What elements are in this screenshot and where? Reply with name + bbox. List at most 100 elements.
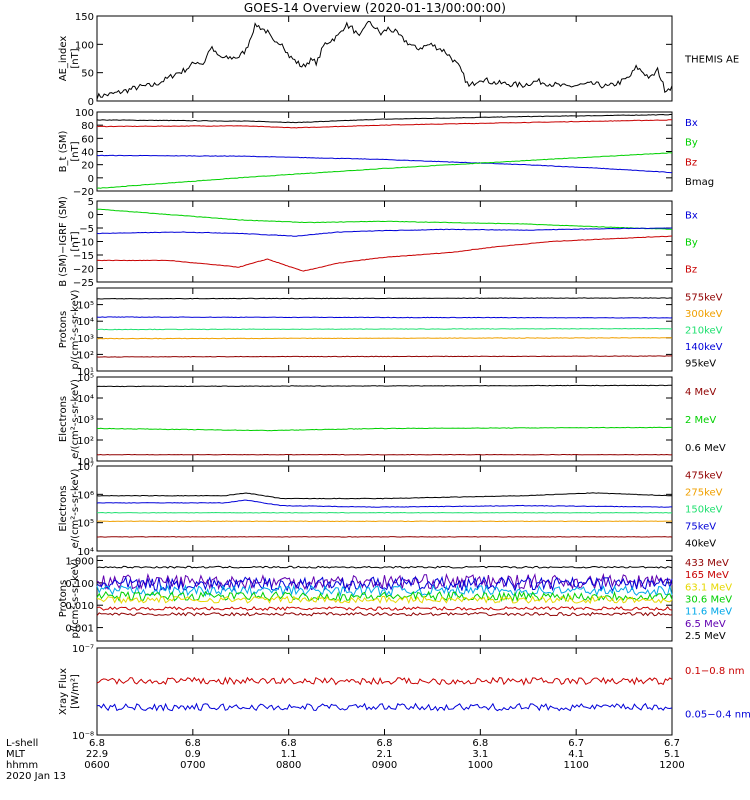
electrons-kev-series-line [96, 511, 673, 514]
protons-mev-legend-label: 2.5 MeV [685, 631, 726, 642]
mlt-tick-label: 4.1 [568, 749, 584, 760]
protons-mev-series-line [96, 611, 673, 617]
protons-mev-ytick-label: 1.000 [65, 556, 94, 567]
protons-mev-series-line [96, 590, 673, 603]
b-igrf-ytick-label: −15 [73, 251, 94, 262]
lshell-tick-label: 6.7 [568, 738, 584, 749]
protons-mev-series-line [96, 572, 673, 591]
electrons-kev-series-line [96, 492, 673, 500]
protons-mev-legend-label: 165 MeV [685, 570, 729, 581]
electrons-mev-series-line [96, 426, 672, 432]
protons-mev-legend-label: 433 MeV [685, 558, 729, 569]
electrons-kev-legend-label: 275keV [685, 488, 723, 499]
electrons-kev-frame [96, 465, 673, 552]
x-axis-row-label: MLT [6, 749, 26, 760]
b-igrf-ytick-label: −5 [79, 224, 94, 235]
hhmm-tick-label: 0900 [372, 760, 397, 771]
ae-series-line [96, 20, 673, 100]
b-sm-ylabel-units: [nT] [70, 141, 81, 161]
electrons-kev-legend-label: 150keV [685, 505, 723, 516]
b-sm-legend-label: Bmag [685, 177, 714, 188]
b-igrf-legend-label: Bz [685, 265, 697, 276]
b-sm-ytick-label: −20 [73, 187, 94, 198]
b-igrf-series-line [96, 227, 673, 237]
b-sm-ytick-label: 60 [81, 134, 94, 145]
ae-ytick-label: 150 [75, 12, 94, 23]
lshell-tick-label: 6.7 [664, 738, 680, 749]
electrons-mev-ylabel-units: e/(cm²-s-sr-keV) [70, 379, 81, 459]
b-sm-series-line [96, 152, 673, 189]
ae-frame [96, 15, 673, 102]
electrons-mev-series-line [96, 384, 672, 388]
electrons-kev-series-line [97, 536, 673, 538]
b-sm-ytick-label: 0 [88, 174, 94, 185]
lshell-tick-label: 6.8 [472, 738, 488, 749]
b-igrf-ylabel-units: [nT] [70, 231, 81, 251]
electrons-kev-ytick-label: 10⁶ [77, 490, 94, 501]
protons-mev-series-line [96, 583, 673, 598]
b-igrf-ytick-label: −10 [73, 238, 94, 249]
b-sm-ytick-label: 40 [81, 148, 94, 159]
protons-energetic-legend-label: 140keV [685, 342, 723, 353]
b-sm-legend-label: Bx [685, 118, 698, 129]
protons-energetic-series-line [97, 327, 672, 331]
x-axis-row-label: hhmm [6, 760, 38, 771]
protons-mev-ylabel: Protons [58, 580, 69, 617]
electrons-kev-legend-label: 75keV [685, 522, 716, 533]
electrons-mev-ylabel: Electrons [58, 396, 69, 442]
protons-energetic-ylabel-units: p/(cm²-s-sr-keV) [70, 289, 81, 369]
mlt-tick-label: 2.1 [377, 749, 393, 760]
b-sm-ytick-label: 100 [75, 108, 94, 119]
xray-ylabel: Xray Flux [58, 668, 69, 715]
xray-ylabel-units: [W/m²] [70, 674, 81, 709]
ae-ytick-label: 50 [81, 69, 94, 80]
b-sm-series-line [96, 154, 672, 174]
electrons-kev-ytick-label: 10⁵ [77, 519, 94, 530]
ae-ytick-label: 100 [75, 40, 94, 51]
b-igrf-series-line [96, 235, 673, 272]
protons-energetic-series-line [96, 316, 673, 319]
figure-title: GOES-14 Overview (2020-01-13/00:00:00) [243, 1, 507, 15]
protons-energetic-ytick-label: 10¹ [77, 367, 94, 378]
mlt-tick-label: 0.9 [185, 749, 201, 760]
protons-mev-legend-label: 30.6 MeV [685, 595, 732, 606]
b-igrf-ytick-label: 5 [88, 197, 94, 208]
electrons-kev-legend-label: 475keV [685, 471, 723, 482]
protons-energetic-ytick-label: 10⁵ [77, 301, 94, 312]
x-axis-row-label: 2020 Jan 13 [6, 771, 66, 782]
b-igrf-ylabel: B (SM)−IGRF (SM) [58, 196, 69, 287]
hhmm-tick-label: 1000 [468, 760, 493, 771]
protons-energetic-ytick-label: 10⁴ [77, 317, 94, 328]
protons-mev-series-line [96, 606, 673, 612]
xray-ytick-label: 10⁻⁷ [72, 644, 94, 655]
b-sm-legend-label: Bz [685, 157, 697, 168]
protons-energetic-legend-label: 210keV [685, 326, 723, 337]
protons-energetic-legend-label: 95keV [685, 359, 716, 370]
electrons-mev-series-line [96, 453, 673, 456]
hhmm-tick-label: 0700 [180, 760, 205, 771]
b-igrf-ytick-label: −25 [73, 278, 94, 289]
lshell-tick-label: 6.8 [185, 738, 201, 749]
hhmm-tick-label: 1200 [659, 760, 684, 771]
electrons-mev-ytick-label: 10⁴ [77, 394, 94, 405]
b-igrf-series-line [96, 208, 673, 230]
electrons-kev-ylabel: Electrons [58, 485, 69, 531]
protons-energetic-ytick-label: 10² [77, 350, 94, 361]
b-igrf-legend-label: Bx [685, 211, 698, 222]
protons-mev-ylabel-units: p/(cm²-s-sr-keV) [70, 558, 81, 638]
xray-ytick-label: 10⁻⁸ [72, 731, 94, 742]
hhmm-tick-label: 1100 [563, 760, 588, 771]
b-igrf-frame [96, 200, 673, 283]
b-sm-ytick-label: 80 [81, 121, 94, 132]
hhmm-tick-label: 0600 [84, 760, 109, 771]
lshell-tick-label: 6.8 [281, 738, 297, 749]
b-igrf-ytick-label: 0 [88, 211, 94, 222]
b-sm-series-line [96, 113, 673, 124]
electrons-kev-series-line [96, 520, 672, 523]
mlt-tick-label: 1.1 [281, 749, 297, 760]
protons-mev-legend-label: 63.1 MeV [685, 582, 732, 593]
b-igrf-ytick-label: −20 [73, 265, 94, 276]
protons-mev-legend-label: 6.5 MeV [685, 619, 726, 630]
b-sm-frame [96, 111, 673, 192]
electrons-mev-legend-label: 0.6 MeV [685, 443, 726, 454]
